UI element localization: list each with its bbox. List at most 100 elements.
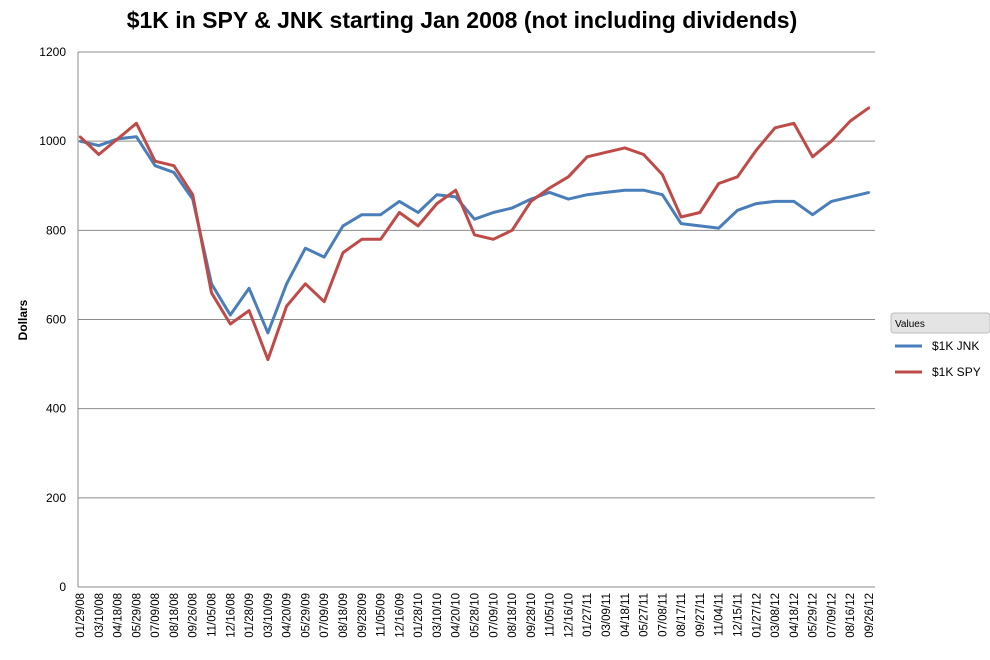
- data-point: [304, 282, 307, 285]
- x-tick-label: 03/09/11: [601, 593, 613, 637]
- x-axis-ticks: 01/29/08 03/10/08 04/18/08 05/29/08 07/09/08…: [75, 593, 876, 638]
- data-point: [398, 211, 401, 214]
- x-tick-label: 12/16/10: [563, 593, 575, 638]
- x-tick-label: 09/26/12: [864, 593, 876, 638]
- data-point: [266, 358, 270, 361]
- data-point: [567, 175, 570, 178]
- data-point: [773, 126, 777, 129]
- data-point: [135, 122, 138, 125]
- legend-title-box: [890, 312, 990, 334]
- data-point: [97, 144, 101, 147]
- data-point: [172, 164, 176, 167]
- data-point: [78, 135, 82, 138]
- data-point: [792, 200, 796, 203]
- data-point: [323, 255, 326, 259]
- y-tick-label: 800: [46, 223, 66, 237]
- x-tick-label: 07/09/09: [319, 593, 331, 638]
- data-point: [210, 291, 213, 294]
- data-point: [153, 164, 157, 167]
- data-point: [341, 224, 345, 228]
- x-tick-label: 04/18/08: [113, 593, 125, 638]
- data-point: [548, 186, 551, 190]
- legend-entry: $1K SPY: [932, 365, 981, 379]
- x-tick-label: 11/05/09: [376, 593, 388, 637]
- data-point: [830, 140, 833, 143]
- data-point: [698, 211, 702, 214]
- x-tick-label: 12/15/11: [733, 593, 745, 637]
- data-point: [811, 213, 814, 216]
- data-point: [229, 313, 232, 317]
- data-point: [266, 331, 270, 335]
- data-point: [473, 218, 476, 221]
- x-tick-label: 08/18/09: [338, 593, 350, 638]
- x-tick-label: 08/18/08: [169, 593, 181, 638]
- x-tick-label: 12/16/08: [225, 593, 237, 638]
- x-tick-label: 09/26/08: [188, 593, 200, 638]
- y-tick-label: 0: [59, 580, 66, 594]
- y-tick-label: 600: [46, 313, 66, 327]
- series-lines: [78, 106, 871, 362]
- data-point: [473, 233, 476, 236]
- x-tick-label: 07/09/12: [826, 593, 838, 638]
- data-point: [717, 182, 720, 185]
- x-tick-label: 07/08/11: [657, 593, 669, 637]
- x-tick-label: 09/28/10: [526, 593, 538, 638]
- data-point: [360, 213, 363, 216]
- x-tick-label: 05/28/10: [470, 593, 482, 638]
- x-tick-label: 12/16/09: [394, 593, 406, 638]
- x-tick-label: 03/10/09: [263, 593, 275, 638]
- data-point: [661, 193, 664, 196]
- x-tick-label: 01/28/09: [244, 593, 256, 638]
- data-point: [548, 191, 551, 194]
- data-point: [285, 304, 288, 308]
- x-tick-label: 01/29/08: [75, 593, 87, 638]
- data-point: [755, 148, 758, 152]
- data-point: [285, 282, 288, 285]
- data-point: [642, 153, 645, 156]
- data-point: [304, 247, 307, 250]
- data-point: [191, 193, 194, 196]
- x-tick-label: 04/20/09: [282, 593, 294, 638]
- data-point: [736, 175, 739, 178]
- data-point: [529, 200, 533, 203]
- data-point: [435, 193, 439, 196]
- data-point: [229, 322, 232, 326]
- y-axis-ticks: 0 200 400 600 800 1000 1200: [39, 45, 66, 594]
- y-tick-label: 400: [46, 402, 66, 416]
- data-point: [510, 229, 514, 232]
- x-tick-label: 01/27/12: [751, 593, 763, 638]
- y-tick-label: 1200: [39, 45, 66, 59]
- data-point: [247, 287, 251, 290]
- data-point: [153, 160, 157, 163]
- data-point: [492, 211, 495, 214]
- y-tick-label: 1000: [39, 134, 66, 148]
- data-point: [379, 213, 382, 216]
- data-point: [679, 222, 683, 225]
- x-tick-label: 01/28/10: [413, 593, 425, 638]
- legend-title: Values: [895, 319, 925, 330]
- x-tick-label: 04/20/10: [451, 593, 463, 638]
- x-tick-label: 07/09/08: [150, 593, 162, 638]
- data-point: [454, 195, 457, 199]
- data-point: [341, 251, 345, 254]
- data-point: [510, 206, 514, 210]
- data-point: [97, 153, 101, 156]
- gridlines: [78, 51, 875, 499]
- data-point: [586, 155, 589, 158]
- data-point: [172, 171, 176, 174]
- data-point: [454, 189, 457, 192]
- data-point: [736, 209, 739, 212]
- x-tick-label: 05/29/09: [300, 593, 312, 638]
- data-point: [830, 200, 833, 203]
- data-point: [604, 191, 608, 194]
- data-point: [773, 200, 777, 203]
- data-point: [867, 191, 871, 194]
- data-point: [849, 119, 852, 123]
- data-point: [135, 135, 138, 138]
- data-point: [717, 226, 720, 230]
- x-tick-label: 07/09/10: [488, 593, 500, 638]
- data-point: [435, 202, 439, 205]
- data-point: [623, 146, 626, 150]
- y-axis-label: Dollars: [16, 299, 30, 340]
- x-tick-label: 03/10/08: [94, 593, 106, 638]
